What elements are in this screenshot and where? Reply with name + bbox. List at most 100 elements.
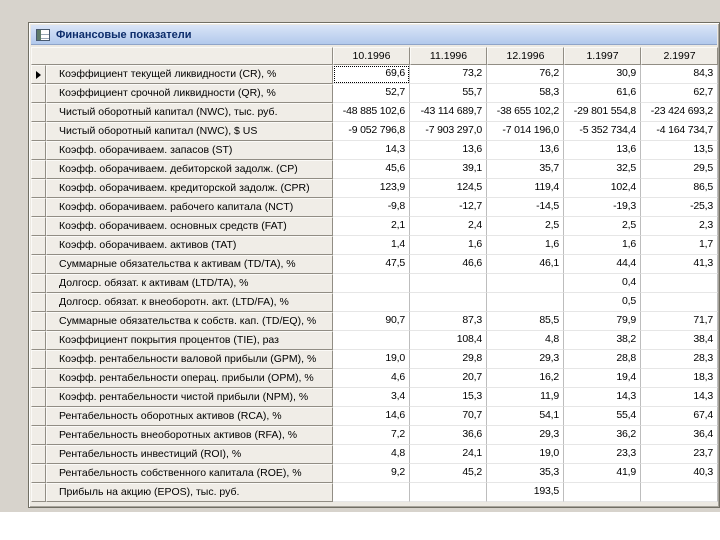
cell[interactable]: 35,3	[487, 464, 564, 483]
cell[interactable]: 0,5	[564, 293, 641, 312]
cell[interactable]: 41,9	[564, 464, 641, 483]
cell[interactable]: 4,8	[333, 445, 410, 464]
row-selector[interactable]	[31, 179, 46, 198]
cell[interactable]: 30,9	[564, 65, 641, 84]
column-header[interactable]: 2.1997	[641, 47, 718, 65]
row-label[interactable]: Коэфф. оборачиваем. кредиторской задолж.…	[46, 179, 333, 198]
row-selector[interactable]	[31, 483, 46, 502]
row-selector[interactable]	[31, 84, 46, 103]
cell[interactable]	[333, 483, 410, 502]
row-label[interactable]: Чистый оборотный капитал (NWC), $ US	[46, 122, 333, 141]
row-selector[interactable]	[31, 236, 46, 255]
cell[interactable]: 2,3	[641, 217, 718, 236]
cell[interactable]: 1,6	[487, 236, 564, 255]
cell[interactable]: 38,4	[641, 331, 718, 350]
row-selector[interactable]	[31, 160, 46, 179]
cell[interactable]: 62,7	[641, 84, 718, 103]
cell[interactable]	[333, 331, 410, 350]
cell[interactable]: 52,7	[333, 84, 410, 103]
cell[interactable]: 39,1	[410, 160, 487, 179]
row-selector[interactable]	[31, 103, 46, 122]
cell[interactable]: 14,3	[333, 141, 410, 160]
row-label[interactable]: Рентабельность оборотных активов (RCA), …	[46, 407, 333, 426]
cell[interactable]	[333, 293, 410, 312]
cell[interactable]: 29,3	[487, 350, 564, 369]
cell[interactable]: 38,2	[564, 331, 641, 350]
row-selector[interactable]	[31, 141, 46, 160]
cell[interactable]: -23 424 693,2	[641, 103, 718, 122]
cell[interactable]: 11,9	[487, 388, 564, 407]
row-selector[interactable]	[31, 65, 46, 84]
cell[interactable]: 0,4	[564, 274, 641, 293]
row-label[interactable]: Суммарные обязательства к активам (TD/TA…	[46, 255, 333, 274]
cell[interactable]: 19,0	[333, 350, 410, 369]
cell[interactable]: 13,6	[487, 141, 564, 160]
cell[interactable]: 55,4	[564, 407, 641, 426]
cell[interactable]: -14,5	[487, 198, 564, 217]
cell[interactable]: 193,5	[487, 483, 564, 502]
cell[interactable]: 14,3	[641, 388, 718, 407]
cell[interactable]: 90,7	[333, 312, 410, 331]
cell[interactable]: 46,6	[410, 255, 487, 274]
cell[interactable]: 54,1	[487, 407, 564, 426]
cell[interactable]: 102,4	[564, 179, 641, 198]
cell[interactable]: -12,7	[410, 198, 487, 217]
row-label[interactable]: Коэфф. рентабельности операц. прибыли (O…	[46, 369, 333, 388]
cell[interactable]: 13,6	[564, 141, 641, 160]
cell[interactable]: 36,2	[564, 426, 641, 445]
cell[interactable]: 16,2	[487, 369, 564, 388]
row-selector[interactable]	[31, 122, 46, 141]
cell[interactable]: 73,2	[410, 65, 487, 84]
cell[interactable]: 84,3	[641, 65, 718, 84]
cell[interactable]: 85,5	[487, 312, 564, 331]
cell[interactable]: 7,2	[333, 426, 410, 445]
table-grid-icon[interactable]	[36, 28, 50, 41]
row-label[interactable]: Коэфф. рентабельности чистой прибыли (NP…	[46, 388, 333, 407]
cell[interactable]: 35,7	[487, 160, 564, 179]
cell[interactable]: 47,5	[333, 255, 410, 274]
cell[interactable]: 28,3	[641, 350, 718, 369]
row-label[interactable]: Коэффициент текущей ликвидности (CR), %	[46, 65, 333, 84]
cell[interactable]: 36,4	[641, 426, 718, 445]
cell[interactable]: 55,7	[410, 84, 487, 103]
row-label[interactable]: Коэфф. оборачиваем. активов (TAT)	[46, 236, 333, 255]
cell[interactable]: 45,6	[333, 160, 410, 179]
cell[interactable]: -4 164 734,7	[641, 122, 718, 141]
cell[interactable]	[410, 274, 487, 293]
cell[interactable]: 9,2	[333, 464, 410, 483]
column-header[interactable]: 10.1996	[333, 47, 410, 65]
cell[interactable]: 19,4	[564, 369, 641, 388]
cell[interactable]: 70,7	[410, 407, 487, 426]
cell[interactable]: 13,5	[641, 141, 718, 160]
cell[interactable]: 23,3	[564, 445, 641, 464]
cell[interactable]: 13,6	[410, 141, 487, 160]
cell[interactable]: 1,4	[333, 236, 410, 255]
cell[interactable]: 45,2	[410, 464, 487, 483]
row-selector[interactable]	[31, 312, 46, 331]
row-selector[interactable]	[31, 388, 46, 407]
row-selector[interactable]	[31, 217, 46, 236]
cell[interactable]: 124,5	[410, 179, 487, 198]
row-selector[interactable]	[31, 426, 46, 445]
cell[interactable]: 36,6	[410, 426, 487, 445]
cell[interactable]: 2,5	[564, 217, 641, 236]
row-selector[interactable]	[31, 331, 46, 350]
row-label[interactable]: Рентабельность внеоборотных активов (RFA…	[46, 426, 333, 445]
cell[interactable]: 1,6	[564, 236, 641, 255]
cell[interactable]: 41,3	[641, 255, 718, 274]
corner-header[interactable]	[31, 47, 333, 65]
row-label[interactable]: Суммарные обязательства к собств. кап. (…	[46, 312, 333, 331]
row-selector[interactable]	[31, 198, 46, 217]
cell[interactable]: -19,3	[564, 198, 641, 217]
cell[interactable]: 61,6	[564, 84, 641, 103]
cell[interactable]: 87,3	[410, 312, 487, 331]
cell[interactable]: 18,3	[641, 369, 718, 388]
cell[interactable]: 46,1	[487, 255, 564, 274]
window-titlebar[interactable]: Финансовые показатели	[31, 25, 717, 45]
cell[interactable]: 4,6	[333, 369, 410, 388]
cell[interactable]	[410, 293, 487, 312]
cell[interactable]	[333, 274, 410, 293]
cell[interactable]: -29 801 554,8	[564, 103, 641, 122]
cell[interactable]	[641, 274, 718, 293]
cell[interactable]: -9,8	[333, 198, 410, 217]
